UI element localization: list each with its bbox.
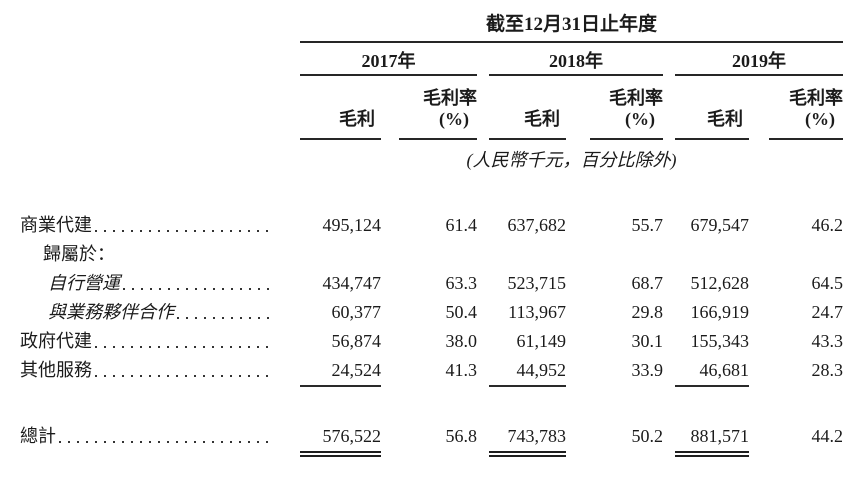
value-cell: 63.3 <box>445 273 478 293</box>
dot-leader <box>95 230 272 232</box>
total-value-cell: 881,571 <box>675 425 749 457</box>
value-cell: 68.7 <box>631 273 664 293</box>
value-cell: 28.3 <box>811 360 844 380</box>
row-label: 政府代建 <box>20 331 92 351</box>
value-cell: 61,149 <box>516 331 567 351</box>
margin-label-line2: (%) <box>625 109 655 129</box>
gross-profit-header-2018: 毛利 <box>477 97 566 140</box>
value-cell: 434,747 <box>322 273 382 293</box>
value-cell: 64.5 <box>811 273 844 293</box>
table-row-self-operated: 自行營運 434,747 63.3 523,715 68.7 512,628 6… <box>14 265 843 294</box>
gross-profit-label: 毛利 <box>339 109 375 129</box>
row-label-cell: 自行營運 <box>14 272 300 294</box>
row-label: 歸屬於： <box>43 244 115 264</box>
row-label-cell: 商業代建 <box>14 214 300 236</box>
dot-leader <box>59 441 272 443</box>
dot-leader <box>95 375 272 377</box>
row-label-cell: 其他服務 <box>14 359 300 387</box>
row-label: 其他服務 <box>20 360 92 380</box>
margin-label-line2: (%) <box>439 109 469 129</box>
total-value-cell: 576,522 <box>300 425 381 457</box>
value-cell: 166,919 <box>690 302 750 322</box>
subheader-spacer <box>14 128 300 140</box>
unit-note-row: (人民幣千元，百分比除外) <box>14 140 843 171</box>
table-row-attributable: 歸屬於： <box>14 236 843 265</box>
table-title: 截至12月31日止年度 <box>300 13 843 43</box>
year-header-2018: 2018年 <box>477 43 663 76</box>
value-cell: 512,628 <box>690 273 750 293</box>
dot-leader <box>95 346 272 348</box>
gross-profit-label: 毛利 <box>524 109 560 129</box>
year-header-row: 2017年 2018年 2019年 <box>14 43 843 76</box>
margin-label-line1: 毛利率 <box>789 88 843 108</box>
total-value-cell: 56.8 <box>445 426 478 446</box>
margin-label-line1: 毛利率 <box>423 88 477 108</box>
row-label-cell: 政府代建 <box>14 330 300 352</box>
value-cell: 113,967 <box>508 302 566 322</box>
value-cell: 33.9 <box>631 360 664 380</box>
year-label: 2018年 <box>549 51 603 71</box>
title-row: 截至12月31日止年度 <box>14 13 843 43</box>
row-label: 自行營運 <box>48 273 120 293</box>
total-label: 總計 <box>20 426 56 446</box>
margin-header-2018: 毛利率 (%) <box>566 76 663 140</box>
year-header-2019: 2019年 <box>663 43 843 76</box>
value-cell: 41.3 <box>445 360 478 380</box>
value-cell: 38.0 <box>445 331 478 351</box>
value-cell: 43.3 <box>811 331 844 351</box>
dot-leader <box>123 288 272 290</box>
value-cell: 50.4 <box>445 302 478 322</box>
row-label-cell: 與業務夥伴合作 <box>14 301 300 323</box>
financial-table: 截至12月31日止年度 2017年 2018年 2019年 毛利 毛利率 (%)… <box>14 13 843 457</box>
unit-note: (人民幣千元，百分比除外) <box>466 150 677 170</box>
value-cell: 30.1 <box>631 331 664 351</box>
value-cell-subtotal-rule: 44,952 <box>489 359 566 387</box>
value-cell-subtotal-rule: 46,681 <box>675 359 749 387</box>
table-row-government: 政府代建 56,874 38.0 61,149 30.1 155,343 43.… <box>14 323 843 352</box>
value-cell: 637,682 <box>507 215 567 235</box>
total-value-cell: 44.2 <box>811 426 844 446</box>
value-cell: 679,547 <box>690 215 750 235</box>
value-cell: 29.8 <box>631 302 664 322</box>
value-cell-subtotal-rule: 24,524 <box>300 359 381 387</box>
margin-label-line1: 毛利率 <box>609 88 663 108</box>
year-label: 2017年 <box>361 51 416 71</box>
value-cell: 24.7 <box>811 302 844 322</box>
row-label: 商業代建 <box>20 215 92 235</box>
table-row-total: 總計 576,522 56.8 743,783 50.2 881,571 44.… <box>14 417 843 457</box>
margin-header-2019: 毛利率 (%) <box>749 76 843 140</box>
year-header-2017: 2017年 <box>300 43 477 76</box>
table-row-other-services: 其他服務 24,524 41.3 44,952 33.9 46,681 28.3 <box>14 352 843 387</box>
year-label: 2019年 <box>732 51 786 71</box>
gross-profit-header-2019: 毛利 <box>663 97 749 140</box>
dot-leader <box>177 317 272 319</box>
value-cell: 55.7 <box>631 215 664 235</box>
gross-profit-header-2017: 毛利 <box>300 97 381 140</box>
table-row-business-partners: 與業務夥伴合作 60,377 50.4 113,967 29.8 166,919… <box>14 294 843 323</box>
row-label-cell: 歸屬於： <box>14 243 300 265</box>
row-label: 與業務夥伴合作 <box>48 302 174 322</box>
value-cell: 523,715 <box>507 273 567 293</box>
total-value-cell: 50.2 <box>631 426 664 446</box>
subheader-row: 毛利 毛利率 (%) 毛利 毛利率 (%) 毛利 毛利率 (%) <box>14 76 843 140</box>
value-cell: 60,377 <box>331 302 382 322</box>
total-value-cell: 743,783 <box>489 425 566 457</box>
value-cell: 155,343 <box>690 331 750 351</box>
gross-profit-label: 毛利 <box>707 109 743 129</box>
value-cell: 46.2 <box>811 215 844 235</box>
margin-header-2017: 毛利率 (%) <box>381 76 477 140</box>
value-cell: 495,124 <box>322 215 382 235</box>
row-label-cell: 總計 <box>14 425 300 457</box>
margin-label-line2: (%) <box>805 109 835 129</box>
value-cell: 61.4 <box>445 215 478 235</box>
table-row-commercial: 商業代建 495,124 61.4 637,682 55.7 679,547 4… <box>14 207 843 236</box>
value-cell: 56,874 <box>331 331 382 351</box>
